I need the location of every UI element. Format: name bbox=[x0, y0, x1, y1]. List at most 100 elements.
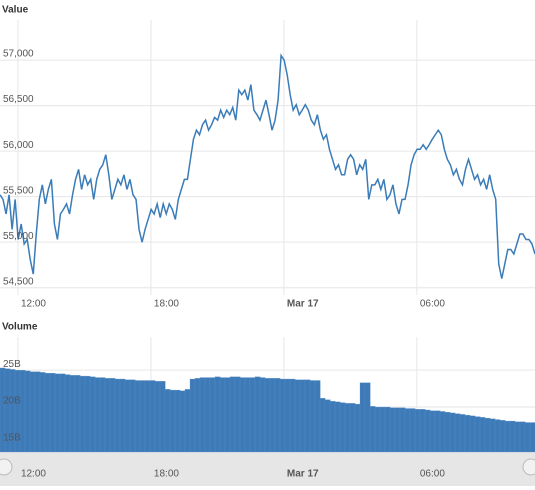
volume-bar bbox=[314, 380, 321, 453]
volume-bar bbox=[439, 411, 446, 453]
volume-bar bbox=[119, 378, 126, 453]
volume-bar bbox=[289, 378, 296, 453]
volume-bar bbox=[194, 378, 201, 453]
y-tick-label: 56,500 bbox=[3, 94, 34, 105]
y-tick-label: 57,000 bbox=[3, 49, 34, 60]
volume-bar bbox=[509, 420, 516, 453]
volume-bar bbox=[234, 376, 241, 453]
volume-bar bbox=[344, 403, 351, 453]
volume-bar bbox=[434, 410, 441, 453]
volume-bar bbox=[44, 372, 51, 453]
volume-bar bbox=[154, 381, 161, 453]
volume-bar bbox=[114, 378, 121, 453]
volume-bar bbox=[449, 412, 456, 453]
volume-bar bbox=[424, 409, 431, 453]
volume-bar bbox=[29, 371, 36, 453]
volume-bar bbox=[459, 414, 466, 453]
volume-bar bbox=[414, 409, 421, 453]
volume-bar bbox=[474, 416, 481, 453]
volume-bar bbox=[179, 390, 186, 453]
x-tick-label: 06:00 bbox=[420, 299, 445, 310]
volume-bar bbox=[279, 378, 286, 453]
volume-bar bbox=[359, 382, 366, 453]
volume-bar bbox=[319, 398, 326, 453]
volume-bar bbox=[209, 377, 216, 453]
volume-bar bbox=[49, 372, 56, 453]
volume-bar bbox=[299, 379, 306, 453]
y-tick-label: 55,000 bbox=[3, 231, 34, 242]
volume-bar bbox=[519, 421, 526, 453]
volume-bar bbox=[444, 412, 451, 453]
volume-bar bbox=[64, 374, 71, 453]
volume-bar bbox=[329, 400, 336, 453]
volume-bar bbox=[384, 406, 391, 453]
y-tick-label: 56,000 bbox=[3, 140, 34, 151]
volume-bar bbox=[214, 376, 221, 453]
volume-bar bbox=[184, 389, 191, 453]
x-tick-label: 12:00 bbox=[21, 299, 46, 310]
volume-bar bbox=[404, 408, 411, 453]
volume-bar bbox=[104, 378, 111, 453]
x-tick-label: Mar 17 bbox=[287, 469, 319, 480]
volume-bar bbox=[174, 389, 181, 453]
volume-bar bbox=[494, 419, 501, 453]
volume-bar bbox=[399, 407, 406, 453]
volume-bar bbox=[269, 378, 276, 453]
volume-bar bbox=[254, 376, 261, 453]
volume-bar bbox=[409, 408, 416, 453]
volume-bar bbox=[249, 377, 256, 453]
volume-bar bbox=[339, 402, 346, 453]
volume-bar bbox=[354, 403, 361, 453]
volume-bar bbox=[99, 377, 106, 453]
volume-bar bbox=[89, 376, 96, 453]
navigator-handle[interactable] bbox=[522, 458, 535, 476]
x-tick-label: 12:00 bbox=[21, 469, 46, 480]
y-tick-label: 25B bbox=[3, 359, 21, 370]
y-tick-label: 55,500 bbox=[3, 185, 34, 196]
volume-bar bbox=[54, 373, 61, 453]
volume-bar bbox=[464, 414, 471, 453]
volume-bar bbox=[124, 379, 131, 453]
volume-bar bbox=[324, 399, 331, 453]
axis-title: Volume bbox=[2, 322, 38, 333]
volume-bar bbox=[429, 410, 436, 453]
volume-bar bbox=[504, 420, 511, 453]
volume-bar bbox=[24, 370, 31, 453]
volume-bar bbox=[469, 415, 476, 453]
volume-bar bbox=[419, 409, 426, 453]
price-line bbox=[0, 53, 535, 279]
volume-bar bbox=[259, 377, 266, 453]
volume-bar bbox=[309, 380, 316, 453]
volume-bar bbox=[59, 373, 66, 453]
volume-bar bbox=[94, 377, 101, 453]
x-tick-label: 06:00 bbox=[420, 469, 445, 480]
y-tick-label: 54,500 bbox=[3, 276, 34, 287]
volume-bar bbox=[264, 378, 271, 453]
axis-title: Value bbox=[2, 5, 29, 16]
volume-bar bbox=[479, 417, 486, 453]
volume-bar bbox=[139, 380, 146, 453]
volume-bar bbox=[244, 377, 251, 453]
volume-bar bbox=[499, 420, 506, 453]
volume-bar bbox=[109, 378, 116, 453]
volume-bar bbox=[284, 378, 291, 453]
volume-bar bbox=[79, 375, 86, 453]
volume-bar bbox=[169, 389, 176, 453]
volume-bar bbox=[84, 375, 91, 453]
y-tick-label: 15B bbox=[3, 433, 21, 444]
volume-bar bbox=[129, 379, 136, 453]
volume-bar bbox=[524, 422, 531, 453]
volume-bar bbox=[489, 418, 496, 453]
y-tick-label: 20B bbox=[3, 396, 21, 407]
volume-bar bbox=[369, 406, 376, 453]
volume-bar bbox=[144, 380, 151, 453]
x-tick-label: Mar 17 bbox=[287, 299, 319, 310]
volume-bar bbox=[349, 403, 356, 453]
volume-bar bbox=[34, 371, 41, 453]
x-tick-label: 18:00 bbox=[154, 299, 179, 310]
volume-bar bbox=[69, 375, 76, 453]
volume-bar bbox=[294, 379, 301, 453]
volume-bar bbox=[199, 377, 206, 453]
navigator-handle[interactable] bbox=[0, 458, 13, 476]
